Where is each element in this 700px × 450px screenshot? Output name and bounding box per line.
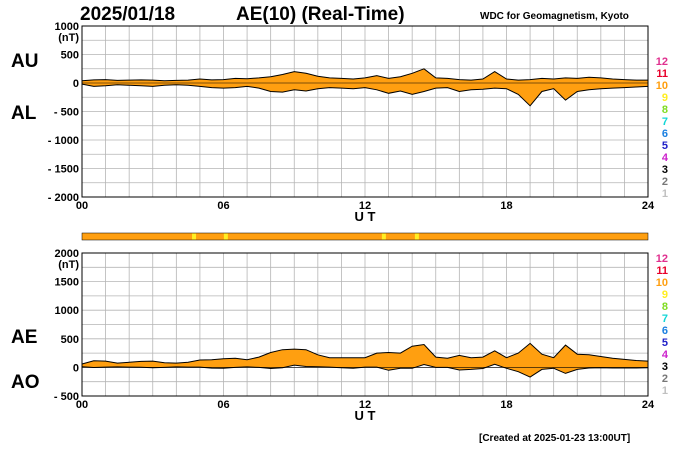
legend-level-5: 5 (661, 140, 668, 152)
ae-ao-y-tick-label: 1500 (55, 277, 79, 289)
legend-level-4: 4 (661, 152, 668, 164)
legend-level-3: 3 (661, 164, 668, 176)
legend-level-9: 9 (661, 92, 668, 104)
legend-level-6: 6 (661, 325, 668, 337)
legend-level-1: 1 (661, 188, 668, 200)
au-al-y-tick-label: 0 (73, 78, 79, 90)
legend-level-2: 2 (661, 373, 668, 385)
au-series-line (81, 68, 648, 82)
au-label: AU (11, 51, 39, 72)
au-al-y-tick-label: 1000 (55, 21, 79, 33)
au-al-x-tick-label: 18 (500, 200, 512, 212)
legend-level-10: 10 (655, 277, 668, 289)
legend-level-2: 2 (661, 176, 668, 188)
au-al-y-tick-label: 500 (61, 50, 79, 62)
chart-date: 2025/01/18 (80, 4, 176, 25)
ae-ao-x-tick-label: 00 (76, 399, 88, 411)
au-al-y-tick-label: - 1500 (48, 164, 79, 176)
legend-level-10: 10 (655, 80, 668, 92)
legend-level-8: 8 (661, 301, 668, 313)
ae-label: AE (11, 327, 38, 348)
legend-level-12: 12 (655, 56, 668, 68)
au-al-y-tick-label: - 1000 (48, 135, 79, 147)
al-series-line (81, 83, 649, 107)
ae-ao-x-tick-label: 24 (642, 399, 655, 411)
legend-level-1: 1 (661, 385, 668, 397)
au-al-y-tick-label: - 2000 (48, 192, 79, 204)
ae-ao-y-tick-label: - 500 (54, 391, 79, 403)
au-al-x-tick-label: 12 (359, 200, 371, 212)
activity-legend-bottom: 12 11 10 9 8 7 6 5 4 3 2 1 (648, 253, 668, 397)
al-label: AL (11, 103, 37, 124)
au-al-y-tick-label: - 500 (54, 107, 79, 119)
legend-level-9: 9 (661, 289, 668, 301)
activity-status-highlight (414, 233, 419, 240)
ae-ao-y-tick-label: 1000 (55, 305, 79, 317)
legend-level-8: 8 (661, 104, 668, 116)
activity-status-highlight (192, 233, 197, 240)
activity-status-highlight (223, 233, 228, 240)
chart-title: AE(10) (Real-Time) (236, 4, 405, 25)
activity-status-highlight (381, 233, 386, 240)
ae-ao-y-tick-label: 0 (73, 362, 79, 374)
ao-label: AO (11, 372, 40, 393)
legend-level-7: 7 (661, 313, 668, 325)
ae-ao-y-unit-label: (nT) (58, 259, 79, 271)
legend-level-3: 3 (661, 361, 668, 373)
au-al-x-axis-label: U T (355, 209, 376, 224)
au-al-x-tick-label: 00 (76, 200, 88, 212)
legend-level-11: 11 (656, 265, 668, 277)
ae-ao-x-tick-label: 18 (500, 399, 512, 411)
activity-status-bar (81, 232, 649, 241)
activity-legend-top: 12 11 10 9 8 7 6 5 4 3 2 1 (648, 56, 668, 200)
created-timestamp: [Created at 2025-01-23 13:00UT] (479, 433, 631, 444)
ae-ao-x-tick-label: 06 (217, 399, 229, 411)
ae-ao-plot-border (81, 252, 649, 397)
au-al-x-tick-label: 06 (217, 200, 229, 212)
legend-level-4: 4 (661, 349, 668, 361)
ae-ao-x-axis-label: U T (355, 408, 376, 423)
ae-ao-x-tick-label: 12 (359, 399, 371, 411)
legend-level-5: 5 (661, 337, 668, 349)
legend-level-6: 6 (661, 128, 668, 140)
au-al-y-unit-label: (nT) (58, 32, 79, 44)
legend-level-7: 7 (661, 116, 668, 128)
ae-series-line (81, 342, 649, 365)
ae-ao-y-tick-label: 2000 (55, 248, 79, 260)
ae-ao-band-fill (82, 343, 648, 378)
organization-label: WDC for Geomagnetism, Kyoto (480, 11, 629, 22)
au-al-plot-border (81, 25, 649, 198)
au-al-x-tick-label: 24 (642, 200, 655, 212)
legend-level-12: 12 (655, 253, 668, 265)
legend-level-11: 11 (656, 68, 668, 80)
ae-ao-y-tick-label: 500 (61, 334, 79, 346)
